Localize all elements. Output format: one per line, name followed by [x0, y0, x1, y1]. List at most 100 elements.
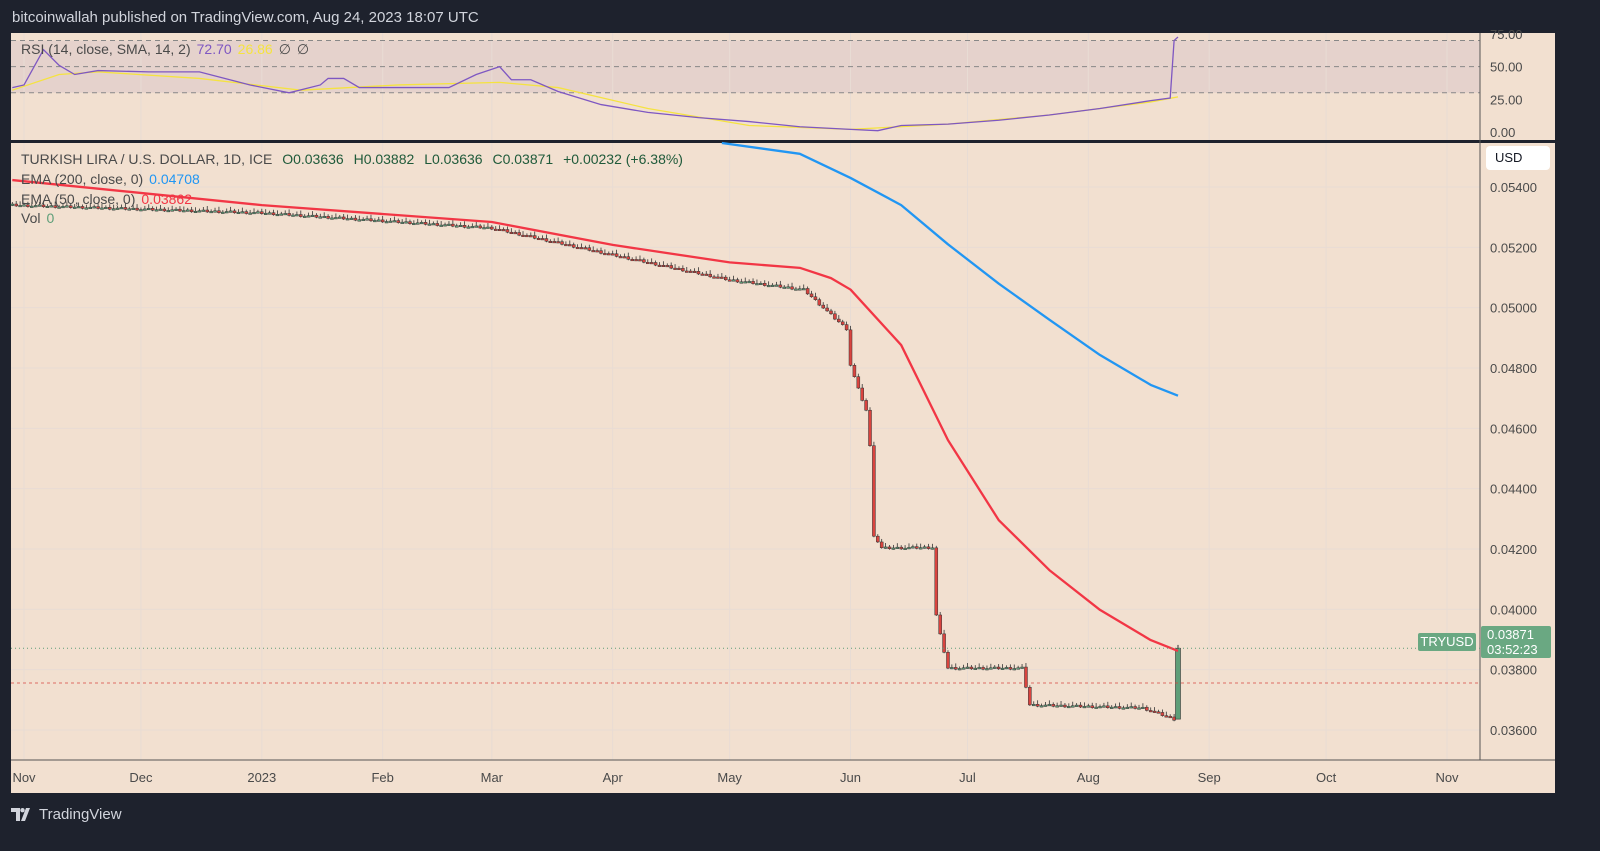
volume-legend[interactable]: Vol 0 — [21, 210, 60, 226]
rsi-sma-value: 26.86 — [237, 41, 273, 57]
candle — [864, 400, 868, 411]
candle — [244, 211, 248, 214]
candle — [1109, 706, 1114, 709]
ema200-legend[interactable]: EMA (200, close, 0) 0.04708 — [21, 171, 206, 187]
footer-brand[interactable]: TradingView — [11, 806, 122, 823]
last-price: 0.03871 — [1487, 627, 1534, 642]
candle — [373, 220, 377, 223]
candle — [1012, 668, 1017, 671]
footer-brand-text: TradingView — [39, 806, 122, 823]
candle — [412, 223, 416, 226]
time-tick-label: Nov — [1435, 770, 1459, 785]
right-frame — [1555, 33, 1600, 793]
candle — [794, 288, 798, 291]
candle — [879, 541, 884, 548]
candle — [630, 259, 634, 262]
candle — [209, 211, 213, 214]
candle — [377, 219, 381, 222]
candle — [65, 205, 69, 208]
candle — [766, 285, 771, 288]
candle — [813, 296, 818, 300]
candle — [295, 214, 299, 217]
candle — [957, 668, 962, 671]
candle — [240, 211, 245, 214]
candle — [969, 666, 974, 670]
candle — [174, 208, 178, 211]
candle — [135, 207, 139, 211]
candle — [564, 244, 568, 247]
candle — [427, 223, 432, 226]
candle — [1133, 706, 1137, 709]
candle — [330, 217, 334, 220]
ema50-legend[interactable]: EMA (50, close, 0) 0.03862 — [21, 191, 198, 207]
candle — [610, 253, 615, 256]
candle — [739, 281, 744, 284]
candle — [782, 286, 786, 289]
candle — [657, 264, 662, 267]
candle — [193, 210, 198, 213]
price-tick-label: 0.05200 — [1490, 240, 1537, 255]
symbol-title[interactable]: TURKISH LIRA / U.S. DOLLAR, 1D, ICE — [21, 151, 273, 167]
rsi-extra-2: ∅ — [296, 41, 310, 57]
candle — [388, 220, 393, 223]
candle — [911, 546, 915, 549]
candle — [587, 247, 592, 251]
candle — [571, 244, 576, 248]
candle — [451, 223, 455, 227]
candle — [88, 206, 93, 209]
symbol-price-tag: TRYUSD — [1418, 633, 1476, 651]
candle — [747, 281, 751, 284]
rsi-tick-label: 0.00 — [1490, 125, 1515, 140]
rsi-tick-label: 50.00 — [1490, 60, 1523, 75]
candle — [263, 212, 268, 215]
candle — [977, 667, 981, 670]
last-price-tag: 0.03871 03:52:23 — [1481, 626, 1551, 658]
candle — [529, 235, 533, 238]
price-legend: TURKISH LIRA / U.S. DOLLAR, 1D, ICE O0.0… — [21, 151, 689, 167]
candle — [618, 256, 623, 259]
candle — [591, 250, 595, 253]
ohlc-close: C0.03871 — [492, 151, 554, 167]
candle — [322, 216, 326, 219]
candle — [649, 262, 654, 265]
currency-button[interactable]: USD — [1486, 146, 1550, 170]
candle — [891, 547, 896, 550]
candle — [338, 216, 342, 219]
candle — [568, 244, 572, 247]
candle — [1094, 706, 1098, 709]
candle — [1020, 666, 1024, 669]
candle — [762, 282, 767, 286]
candle — [774, 284, 779, 287]
candle — [279, 213, 284, 216]
candle — [833, 313, 837, 320]
candle — [232, 210, 237, 214]
ohlc-low: L0.03636 — [424, 151, 483, 167]
candle — [1063, 704, 1067, 708]
candle — [22, 204, 26, 207]
candle — [665, 265, 670, 268]
candle — [341, 216, 346, 220]
candle — [720, 276, 724, 279]
candle — [69, 205, 73, 208]
ema200-value: 0.04708 — [149, 171, 200, 187]
candle — [365, 218, 369, 221]
candle — [934, 547, 939, 616]
candle — [108, 207, 112, 210]
candle — [607, 253, 611, 256]
candle — [622, 256, 627, 259]
candle — [1129, 706, 1133, 709]
candle — [166, 210, 170, 213]
rsi-legend-label: RSI (14, close, SMA, 14, 2) — [21, 41, 191, 57]
candle — [189, 209, 194, 213]
candle — [158, 208, 163, 211]
candle — [361, 218, 365, 221]
candle — [743, 281, 747, 284]
candle — [1067, 706, 1071, 709]
candle — [271, 212, 276, 216]
candle — [1059, 704, 1063, 707]
candle — [147, 208, 151, 211]
candle — [435, 223, 440, 226]
candle — [1106, 705, 1110, 708]
candle — [310, 214, 315, 217]
